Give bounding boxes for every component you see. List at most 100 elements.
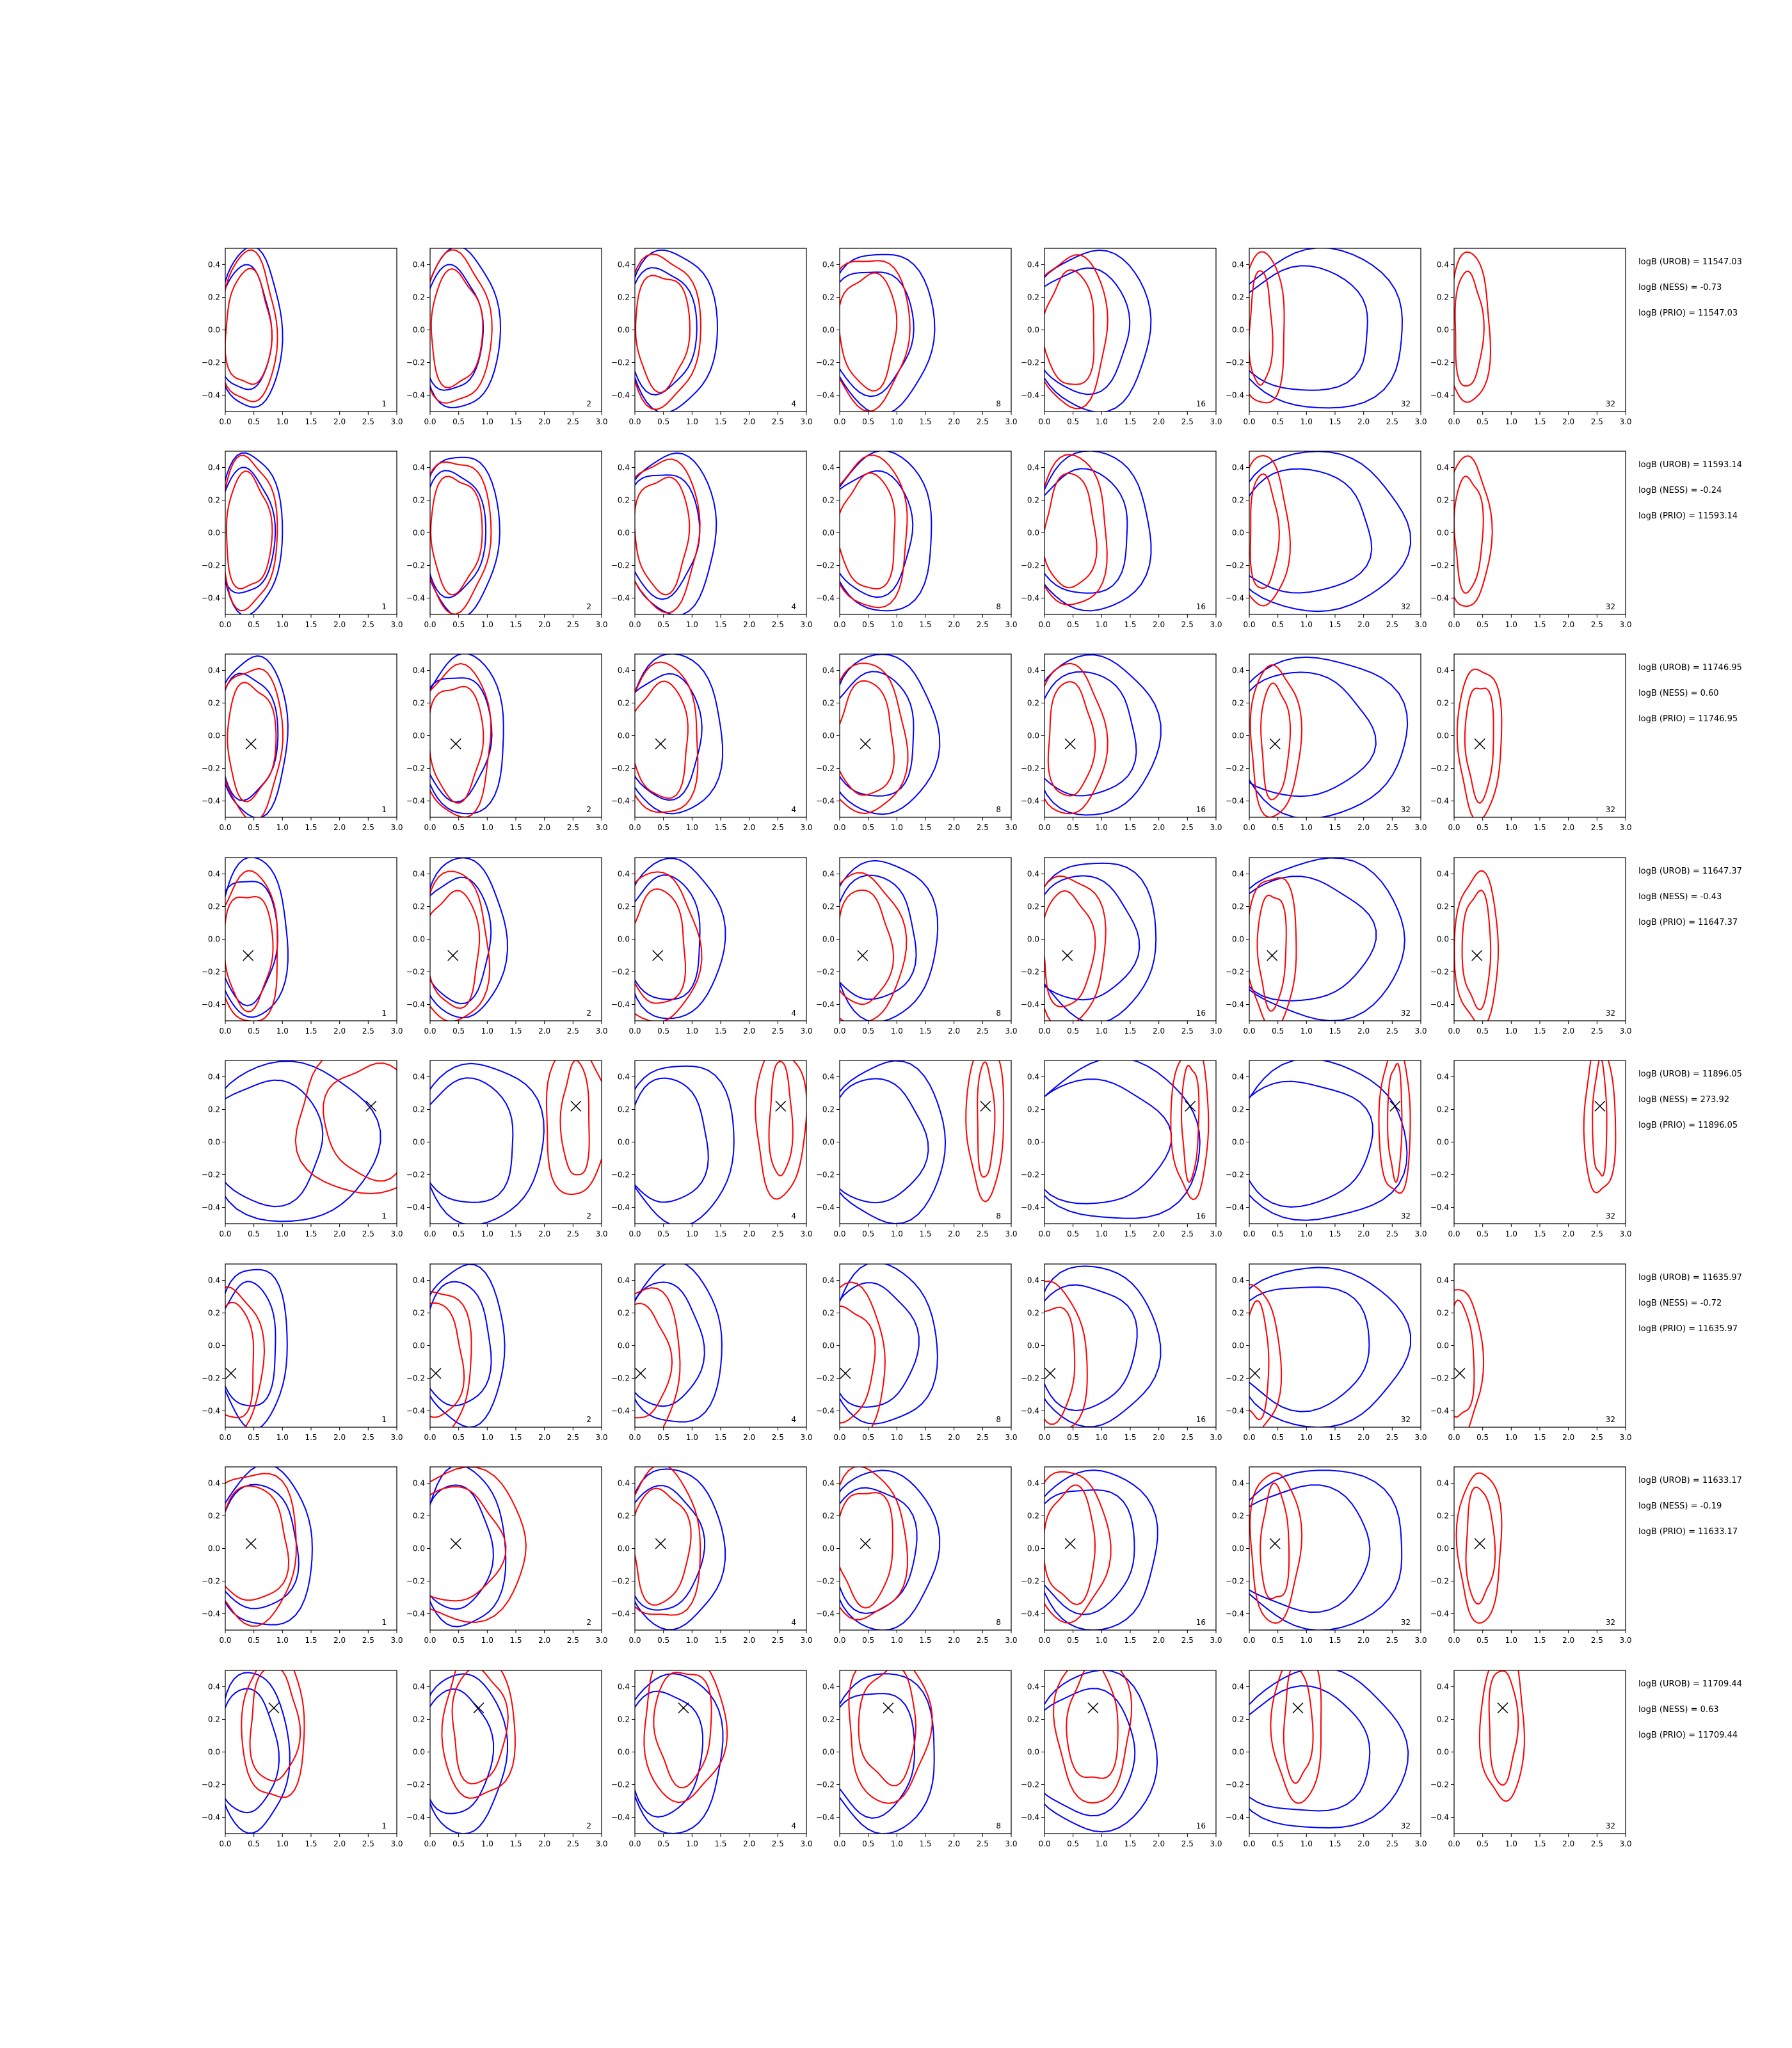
x-tick-label: 0.5	[1272, 417, 1284, 426]
y-tick-label: −0.2	[1226, 1374, 1244, 1383]
panel-label: 2	[586, 805, 591, 814]
y-tick-label: 0.0	[618, 529, 630, 538]
x-tick-label: 1.5	[1533, 823, 1546, 832]
truth-marker	[1269, 738, 1281, 749]
panel-label: 32	[1606, 805, 1615, 814]
x-tick-label: 3.0	[1619, 620, 1631, 629]
y-tick-label: −0.2	[1430, 968, 1449, 977]
panel-r7-c6: 0.0 0.5 1.0 1.5 2.0 2.5 3.0 0.4 0.2 0.0 −0.2 −0.4 32	[1226, 1466, 1427, 1645]
panel-r2-c6: 0.0 0.5 1.0 1.5 2.0 2.5 3.0 0.4 0.2 0.0 −0.2 −0.4 32	[1226, 451, 1427, 629]
blue-contour-inner	[225, 1281, 276, 1407]
blue-contour-inner	[1044, 875, 1140, 1001]
logb-stat-2: logB (NESS) = -0.24	[1638, 486, 1722, 495]
red-contour-outer	[225, 668, 284, 817]
blue-contour-inner	[430, 470, 487, 599]
logb-stat-2: logB (NESS) = -0.72	[1638, 1299, 1722, 1308]
x-tick-label: 3.0	[1005, 1636, 1017, 1645]
x-tick-label: 2.5	[362, 1433, 374, 1442]
blue-contour-inner	[430, 1077, 514, 1203]
x-tick-label: 0.5	[452, 417, 465, 426]
y-tick-label: −0.4	[406, 1610, 425, 1619]
red-contour-inner	[840, 272, 898, 392]
red-contour-outer	[1478, 1670, 1525, 1802]
panel-r6-c3: 0.0 0.5 1.0 1.5 2.0 2.5 3.0 0.4 0.2 0.0 −0.2 −0.4 4	[611, 1263, 813, 1442]
truth-marker	[860, 1538, 871, 1549]
y-tick-label: −0.2	[611, 1171, 630, 1180]
x-tick-label: 0.0	[628, 1433, 641, 1442]
blue-contour-outer	[840, 1673, 935, 1834]
blue-contour-outer	[635, 1673, 724, 1834]
red-contour-outer	[965, 1060, 1005, 1203]
logb-stat-3: logB (PRIO) = 11547.03	[1638, 308, 1738, 318]
red-contour-inner	[225, 895, 274, 1013]
blue-contour-outer	[840, 253, 936, 412]
panel-r6-c1: 0.0 0.5 1.0 1.5 2.0 2.5 3.0 0.4 0.2 0.0 −0.2 −0.4 1	[202, 1263, 403, 1442]
truth-marker	[635, 1368, 646, 1379]
y-tick-label: −0.4	[1021, 391, 1039, 400]
y-tick-label: −0.4	[1021, 1000, 1039, 1009]
y-tick-label: −0.2	[1021, 1374, 1039, 1383]
y-tick-label: 0.0	[822, 529, 835, 538]
y-tick-label: 0.0	[1027, 1748, 1039, 1757]
blue-contour-outer	[430, 1062, 545, 1224]
x-tick-label: 0.0	[424, 1636, 436, 1645]
blue-contour-outer	[430, 1673, 509, 1834]
red-contour-inner	[1464, 687, 1494, 804]
x-tick-label: 3.0	[595, 1433, 607, 1442]
y-tick-label: 0.0	[618, 326, 630, 335]
logb-stat-2: logB (NESS) = -0.73	[1638, 283, 1722, 292]
x-tick-label: 2.0	[333, 1839, 346, 1848]
blue-contour-outer	[635, 858, 726, 1020]
blue-contour-inner	[225, 881, 279, 1007]
panel-r2-c2: 0.0 0.5 1.0 1.5 2.0 2.5 3.0 0.4 0.2 0.0 −0.2 −0.4 2	[406, 451, 608, 629]
x-tick-label: 0.5	[1067, 1027, 1079, 1036]
y-tick-label: 0.4	[208, 260, 220, 269]
truth-marker	[1185, 1100, 1196, 1112]
x-tick-label: 2.0	[1562, 417, 1574, 426]
y-tick-label: 0.2	[618, 699, 630, 708]
panel-frame	[225, 1466, 397, 1631]
panel-label: 4	[791, 399, 796, 408]
red-contour-outer	[1249, 1284, 1283, 1427]
red-contour-inner	[430, 268, 484, 388]
x-tick-label: 3.0	[1414, 1229, 1427, 1238]
y-tick-label: 0.2	[208, 699, 220, 708]
y-tick-label: 0.2	[618, 1512, 630, 1521]
y-tick-label: −0.4	[611, 1610, 630, 1619]
y-tick-label: −0.4	[611, 797, 630, 806]
y-tick-label: −0.2	[1430, 561, 1449, 570]
panel-r3-c3: 0.0 0.5 1.0 1.5 2.0 2.5 3.0 0.4 0.2 0.0 −0.2 −0.4 4	[611, 653, 813, 832]
blue-contour-inner	[840, 874, 917, 1000]
red-contour-inner	[635, 275, 691, 394]
y-tick-label: −0.4	[202, 1203, 220, 1212]
x-tick-label: 0.0	[833, 1027, 845, 1036]
x-tick-label: 0.0	[1448, 823, 1460, 832]
panel-label: 4	[791, 1618, 796, 1627]
x-tick-label: 0.5	[657, 620, 669, 629]
x-tick-label: 0.0	[219, 1027, 231, 1036]
y-tick-label: 0.4	[618, 463, 630, 472]
y-tick-label: 0.2	[413, 293, 425, 302]
y-tick-label: 0.0	[822, 1138, 835, 1147]
x-tick-label: 0.5	[1476, 1027, 1489, 1036]
y-tick-label: 0.0	[1437, 1138, 1449, 1147]
x-tick-label: 0.0	[1448, 1433, 1460, 1442]
red-contour-outer	[635, 1287, 681, 1427]
panel-r3-c4: 0.0 0.5 1.0 1.5 2.0 2.5 3.0 0.4 0.2 0.0 −0.2 −0.4 8	[816, 653, 1018, 832]
panel-frame	[1044, 451, 1217, 615]
x-tick-label: 0.0	[219, 1433, 231, 1442]
x-tick-label: 1.5	[1329, 620, 1341, 629]
y-tick-label: −0.2	[1430, 1780, 1449, 1789]
y-tick-label: −0.2	[1226, 764, 1244, 773]
panel-label: 8	[996, 602, 1001, 611]
x-tick-label: 0.0	[1038, 417, 1050, 426]
y-tick-label: −0.4	[1021, 797, 1039, 806]
x-tick-label: 0.0	[1243, 1433, 1255, 1442]
x-tick-label: 1.5	[305, 417, 317, 426]
red-contour-inner	[1044, 890, 1096, 1008]
x-tick-label: 2.5	[362, 823, 374, 832]
y-tick-label: 0.2	[413, 1512, 425, 1521]
y-tick-label: 0.4	[822, 463, 835, 472]
red-contour-inner	[430, 890, 481, 1009]
x-tick-label: 2.5	[1181, 1636, 1194, 1645]
